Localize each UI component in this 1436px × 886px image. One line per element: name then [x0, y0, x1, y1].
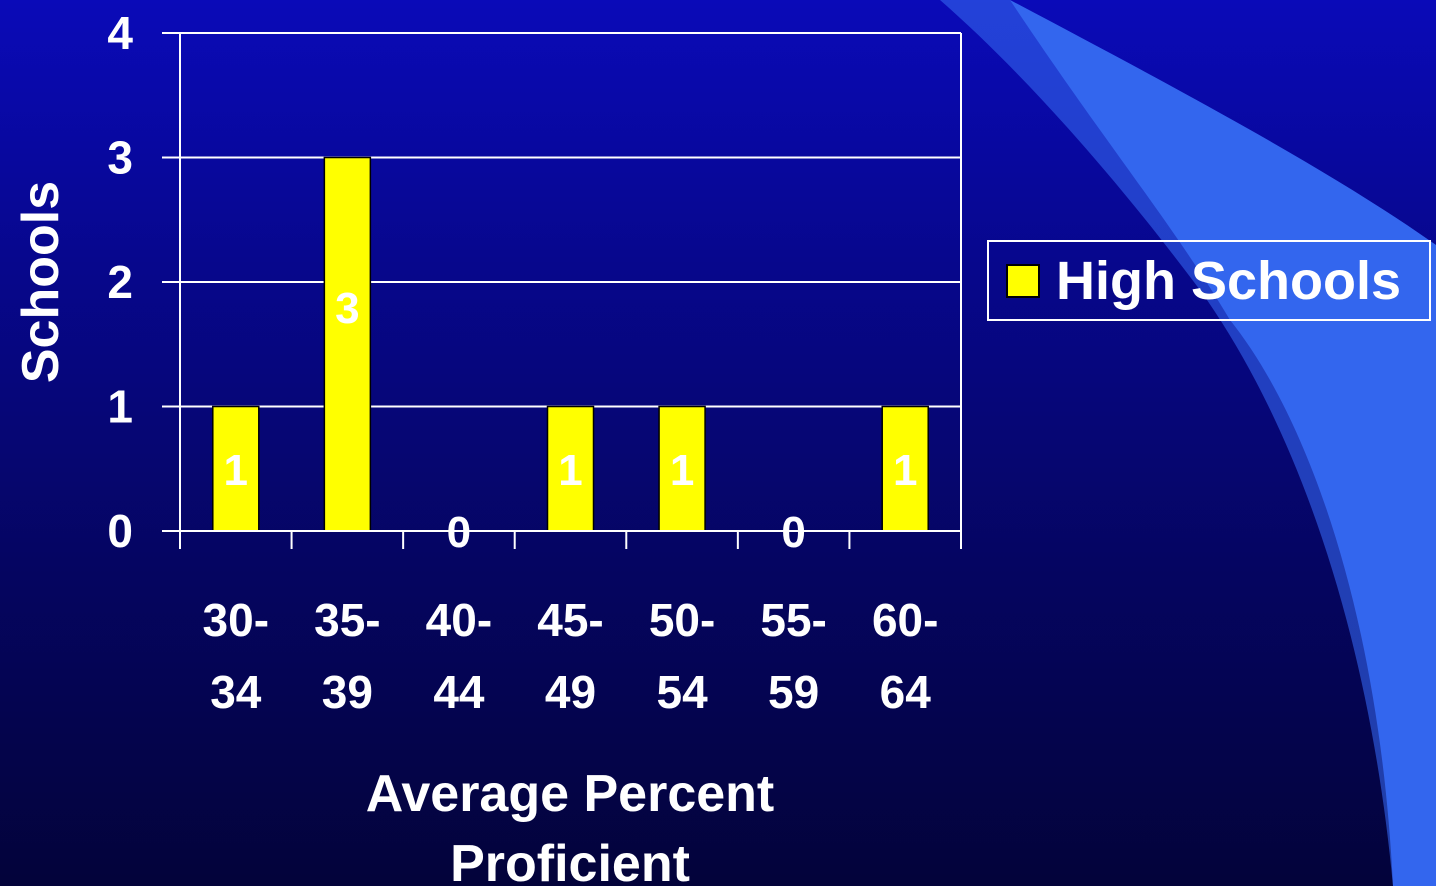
y-tick-label: 0 [107, 505, 133, 557]
data-label: 1 [670, 446, 694, 495]
x-tick-label: 64 [880, 666, 932, 718]
x-tick-label: 55- [760, 594, 826, 646]
x-tick-label: 59 [768, 666, 819, 718]
bar [323, 156, 372, 532]
data-label: 1 [224, 446, 248, 495]
y-tick-label: 4 [107, 7, 133, 59]
x-tick-label: 45- [537, 594, 603, 646]
x-tick-label: 40- [426, 594, 492, 646]
bars [212, 156, 929, 532]
gridlines [180, 32, 961, 408]
legend-label: High Schools [1056, 250, 1402, 311]
x-tick-label: 34 [210, 666, 262, 718]
legend-swatch [1006, 263, 1040, 298]
x-tick-label: 30- [203, 594, 269, 646]
y-tick-label: 1 [107, 381, 133, 433]
x-tick-label: 44 [433, 666, 485, 718]
x-axis-title: Average Percent Proficient [366, 765, 775, 886]
x-tick-label: 60- [872, 594, 938, 646]
x-tick-label: 54 [656, 666, 708, 718]
x-tick-label: 39 [322, 666, 373, 718]
axes [162, 32, 962, 549]
data-label: 0 [781, 508, 805, 557]
data-label: 1 [893, 446, 917, 495]
data-label: 1 [558, 446, 582, 495]
data-label: 0 [447, 508, 471, 557]
legend: High Schools [987, 240, 1431, 321]
bar [212, 405, 260, 532]
x-tick-label: 49 [545, 666, 596, 718]
data-label: 3 [335, 284, 359, 333]
x-tick-label: 50- [649, 594, 715, 646]
data-labels: 1 3 0 1 1 0 1 [224, 284, 918, 557]
x-tick-label: 35- [314, 594, 380, 646]
y-tick-label: 3 [107, 132, 133, 184]
y-axis-title: Schools [12, 181, 70, 383]
y-tick-label: 2 [107, 256, 133, 308]
